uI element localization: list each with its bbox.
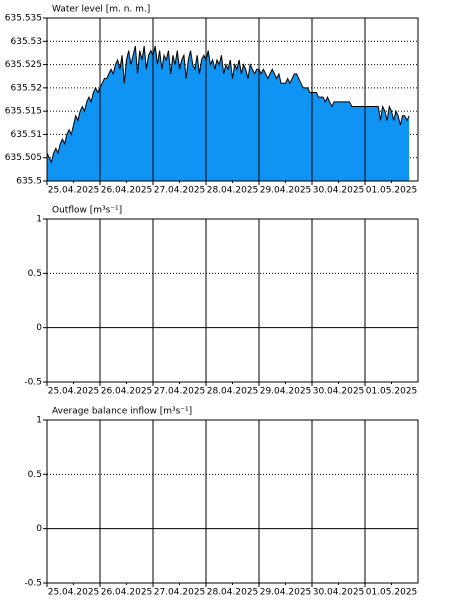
plot-border xyxy=(46,17,419,182)
x-tick-label: 25.04.2025 xyxy=(48,186,100,196)
y-tick-label: 635.52 xyxy=(11,83,43,93)
y-tick-label: 635.535 xyxy=(5,14,42,24)
y-tick-label: 0 xyxy=(36,524,42,534)
x-tick-label: 30.04.2025 xyxy=(313,387,365,397)
x-tick-label: 29.04.2025 xyxy=(260,588,312,598)
plot-border xyxy=(46,218,419,383)
y-tick-label: 635.525 xyxy=(5,60,42,70)
y-tick-label: -0.5 xyxy=(24,378,42,388)
x-tick-label: 30.04.2025 xyxy=(313,588,365,598)
x-tick-label: 28.04.2025 xyxy=(207,387,259,397)
x-tick-label: 01.05.2025 xyxy=(366,588,418,598)
plot-area xyxy=(47,219,418,382)
panel-title: Average balance inflow [m³s⁻¹] xyxy=(52,407,192,417)
area xyxy=(47,45,410,181)
x-tick-label: 25.04.2025 xyxy=(48,588,100,598)
panel-title: Water level [m. n. m.] xyxy=(52,5,150,15)
y-tick-label: 0.5 xyxy=(28,470,42,480)
x-tick-label: 01.05.2025 xyxy=(366,186,418,196)
y-tick-label: 0 xyxy=(36,323,42,333)
x-tick-label: 26.04.2025 xyxy=(101,588,153,598)
y-tick-label: 635.51 xyxy=(11,130,43,140)
y-tick-label: 1 xyxy=(36,416,42,426)
x-tick-label: 29.04.2025 xyxy=(260,186,312,196)
x-tick-label: 26.04.2025 xyxy=(101,186,153,196)
y-tick-label: 0.5 xyxy=(28,269,42,279)
x-tick-label: 29.04.2025 xyxy=(260,387,312,397)
x-tick-label: 01.05.2025 xyxy=(366,387,418,397)
plot-area xyxy=(47,420,418,583)
y-tick-label: -0.5 xyxy=(24,579,42,589)
area-outline xyxy=(46,45,410,164)
x-tick-label: 27.04.2025 xyxy=(154,186,206,196)
x-tick-label: 27.04.2025 xyxy=(154,588,206,598)
x-tick-label: 30.04.2025 xyxy=(313,186,365,196)
y-tick-label: 635.53 xyxy=(11,37,43,47)
panel-title: Outflow [m³s⁻¹] xyxy=(52,206,122,216)
x-tick-label: 28.04.2025 xyxy=(207,588,259,598)
y-tick-label: 1 xyxy=(36,215,42,225)
x-tick-label: 25.04.2025 xyxy=(48,387,100,397)
y-tick-label: 635.515 xyxy=(5,107,42,117)
x-tick-label: 26.04.2025 xyxy=(101,387,153,397)
y-tick-label: 635.5 xyxy=(16,177,42,187)
y-tick-label: 635.505 xyxy=(5,153,42,163)
x-tick-label: 27.04.2025 xyxy=(154,387,206,397)
x-tick-label: 28.04.2025 xyxy=(207,186,259,196)
plot-border xyxy=(46,419,419,584)
